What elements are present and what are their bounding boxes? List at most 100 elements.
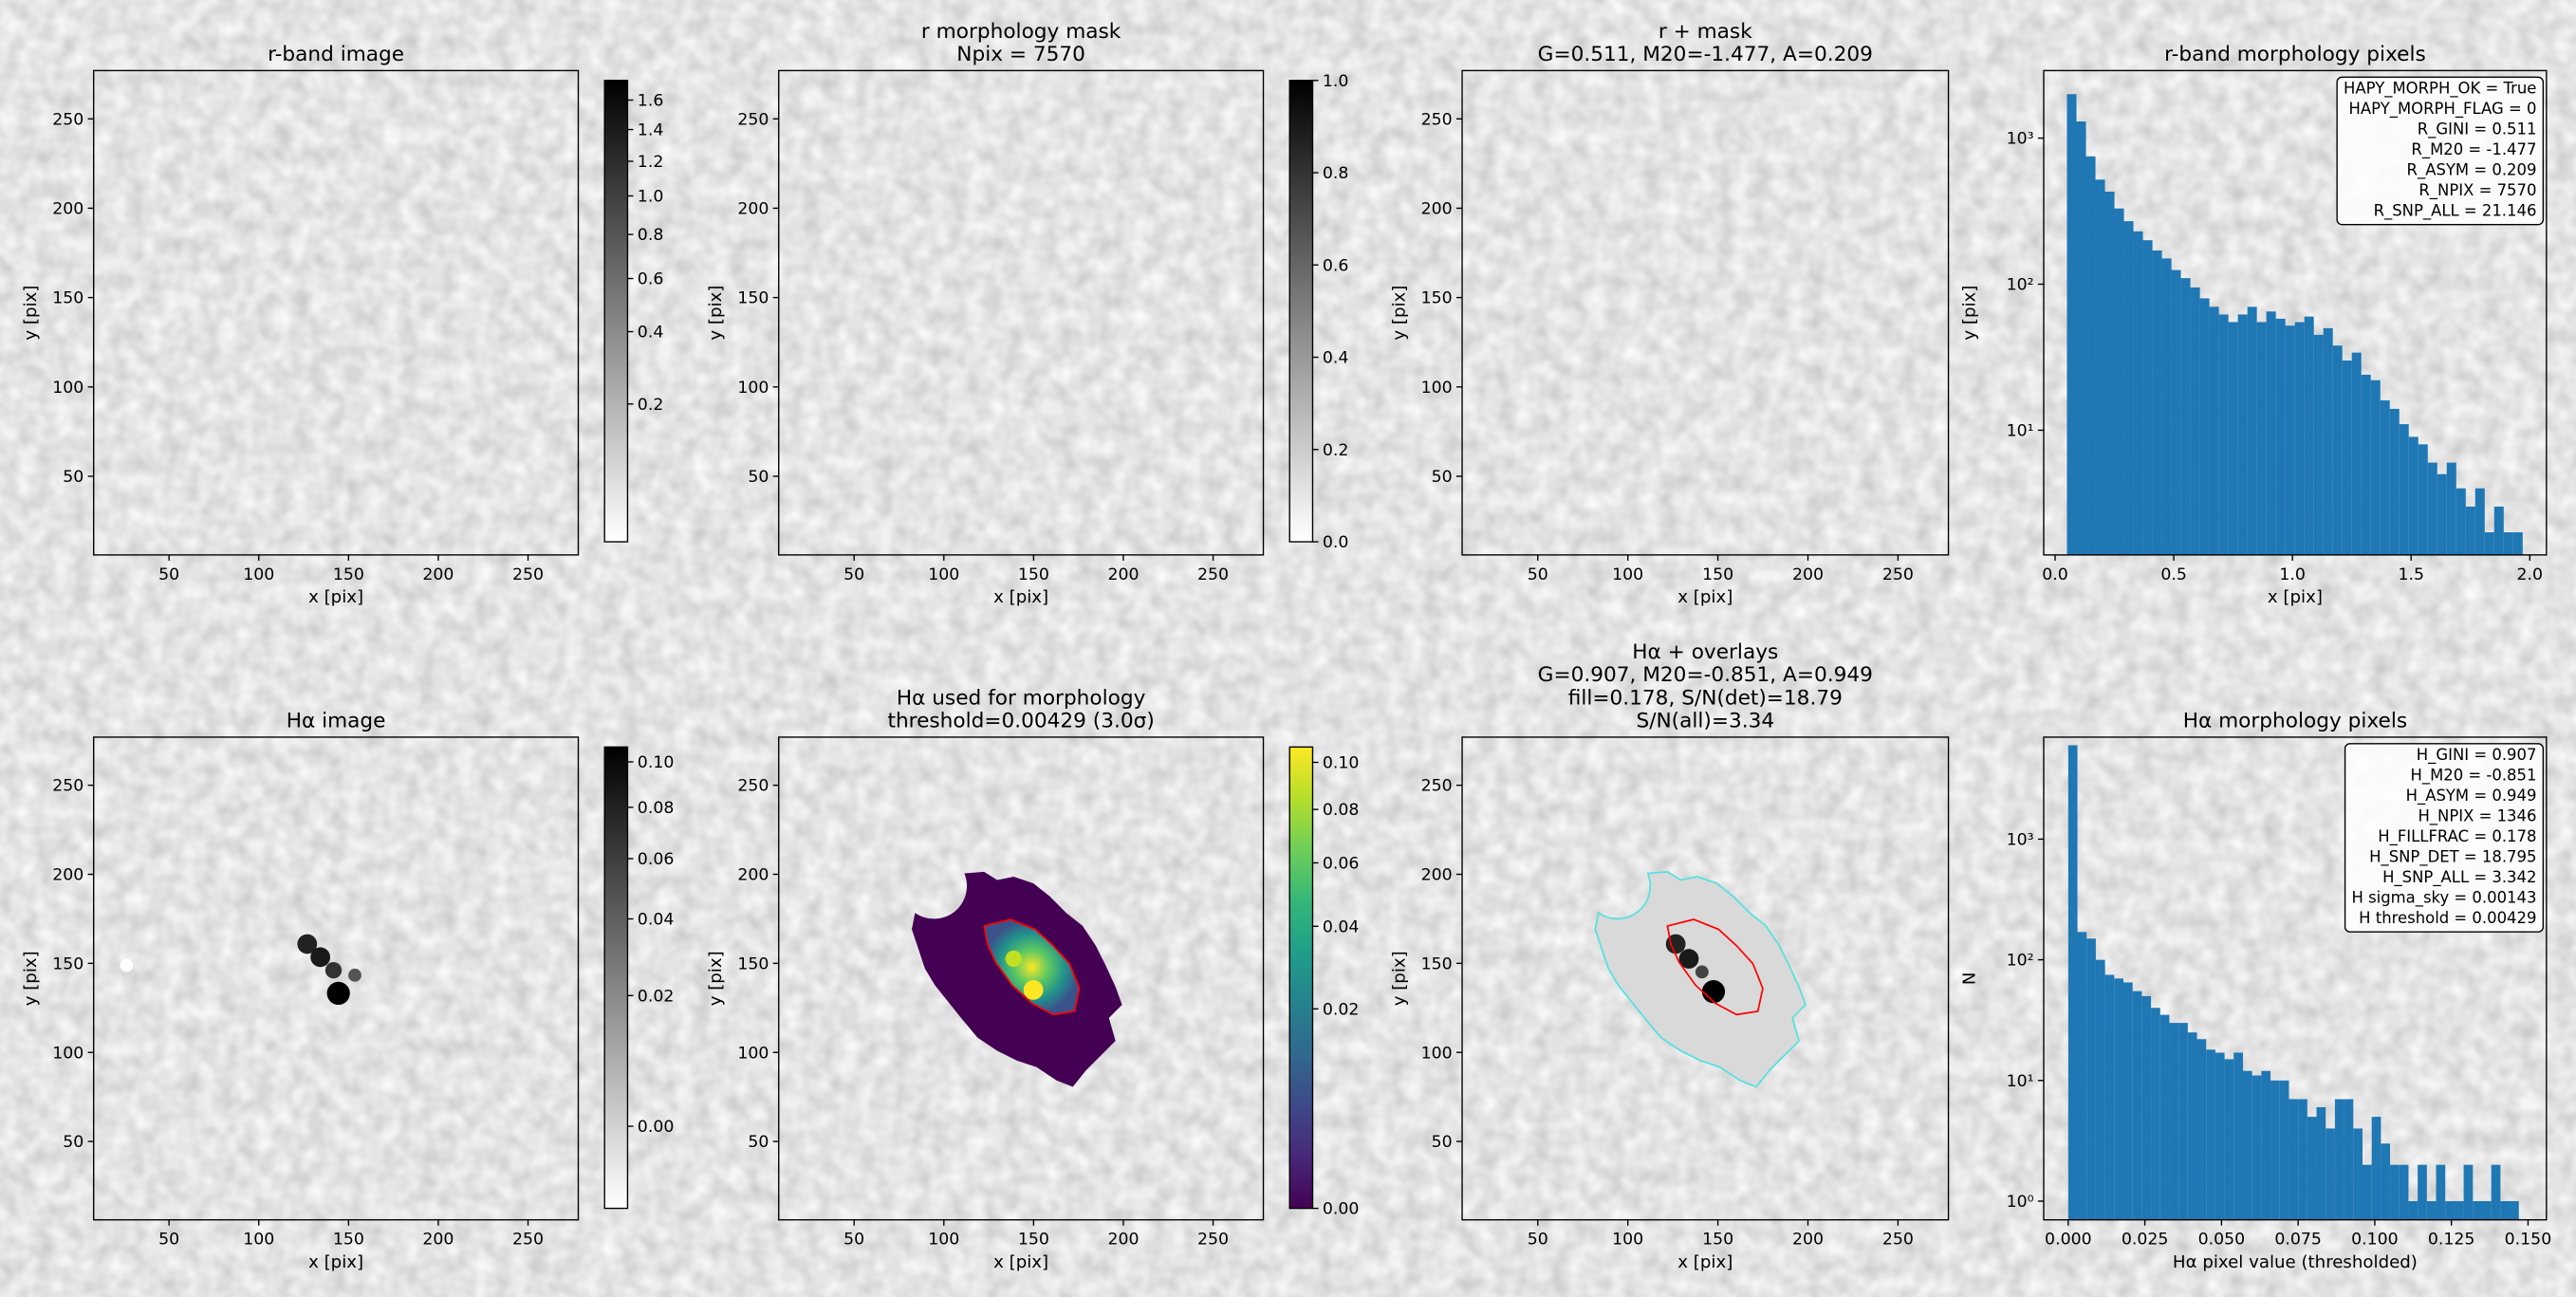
bar [2500, 1200, 2511, 1220]
bar [2114, 208, 2124, 555]
y-tick-label: 50 [1432, 1133, 1453, 1152]
y-tick-label: 100 [52, 1044, 83, 1063]
bar [2289, 1099, 2299, 1220]
bar [2151, 1008, 2160, 1220]
x-tick-label: 50 [158, 1231, 179, 1250]
annotation-line: H_NPIX = 1346 [2418, 807, 2536, 826]
bar [2481, 1200, 2492, 1220]
panel-title: G=0.907, M20=-0.851, A=0.949 [1538, 663, 1873, 687]
bar [2351, 352, 2362, 555]
bars [2066, 94, 2523, 555]
y-axis-label: N [1959, 973, 1979, 986]
colorbar-tick-label: 0.08 [638, 799, 675, 818]
bar [2228, 322, 2238, 555]
bar [2159, 1014, 2170, 1220]
annotation-line: H_FILLFRAC = 0.178 [2378, 827, 2536, 846]
axes-frame [2043, 69, 2548, 556]
bar [2114, 978, 2123, 1220]
bar [2454, 1200, 2464, 1220]
bar [2104, 974, 2115, 1220]
bar [2215, 1052, 2225, 1220]
bar [2334, 1099, 2344, 1220]
bar [2285, 325, 2295, 555]
x-axis-label: Hα pixel value (thresholded) [2173, 1252, 2418, 1272]
y-tick-label: 200 [1421, 200, 1453, 219]
panel-title: S/N(all)=3.34 [1636, 710, 1774, 733]
bar [2371, 1117, 2381, 1220]
bar [2418, 1164, 2427, 1220]
bar [2294, 322, 2305, 555]
panel-title: Hα used for morphology [897, 686, 1146, 710]
colorbar [1288, 80, 1314, 543]
panel-title: Hα image [287, 710, 386, 733]
bar [2465, 506, 2475, 555]
x-tick-label: 0.025 [2122, 1231, 2169, 1250]
x-tick-label: 0.075 [2274, 1231, 2322, 1250]
y-axis-label: y [pix] [1389, 286, 1409, 341]
x-axis-label: x [pix] [1677, 1252, 1733, 1272]
y-tick-label: 10⁰ [2007, 1193, 2034, 1212]
y-tick-label: 50 [63, 1133, 83, 1152]
panel-title: Hα morphology pixels [2183, 710, 2407, 733]
bar [2313, 334, 2324, 555]
colorbar [603, 80, 629, 543]
y-tick-label: 150 [52, 954, 83, 973]
y-tick-label: 250 [1421, 110, 1453, 129]
bar [2408, 1200, 2418, 1220]
y-tick-label: 10¹ [2007, 1072, 2034, 1091]
bar [2503, 532, 2513, 555]
bar [2362, 1164, 2372, 1220]
annotation-line: R_NPIX = 7570 [2418, 181, 2536, 200]
x-tick-label: 50 [843, 565, 864, 584]
x-tick-label: 1.5 [2398, 565, 2424, 584]
x-tick-label: 2.0 [2517, 565, 2544, 584]
axes-frame [93, 736, 580, 1221]
bar [2224, 1059, 2234, 1220]
bar [2180, 278, 2191, 555]
colorbar-tick-label: 0.02 [1323, 1000, 1360, 1019]
bar [2361, 374, 2371, 555]
y-tick-label: 50 [63, 468, 83, 487]
x-tick-label: 250 [512, 565, 544, 584]
bar [2484, 532, 2494, 555]
y-tick-label: 250 [1421, 777, 1453, 796]
bar [2252, 1075, 2262, 1220]
x-axis-label: x [pix] [993, 587, 1048, 607]
bar [2187, 1032, 2197, 1220]
bar [2132, 991, 2142, 1220]
y-tick-label: 150 [1421, 954, 1453, 973]
bar [2209, 306, 2219, 555]
x-tick-label: 50 [1528, 1231, 1548, 1250]
bar [2095, 959, 2105, 1220]
y-tick-label: 200 [52, 200, 83, 219]
x-tick-label: 50 [843, 1231, 864, 1250]
bar [2456, 488, 2466, 555]
bar [2077, 932, 2087, 1220]
annotation-line: R_M20 = -1.477 [2411, 140, 2536, 159]
bar [2133, 231, 2143, 555]
annotation-line: R_GINI = 0.511 [2418, 120, 2537, 139]
annotation-line: H_SNP_DET = 18.795 [2369, 847, 2536, 866]
bar [2307, 1117, 2317, 1220]
y-tick-label: 200 [737, 200, 769, 219]
y-tick-label: 200 [737, 866, 769, 885]
bar [2237, 314, 2248, 555]
annotation-line: HAPY_MORPH_OK = True [2344, 80, 2536, 99]
panel-title: fill=0.178, S/N(det)=18.79 [1568, 686, 1843, 710]
colorbar-tick-label: 0.04 [638, 911, 675, 930]
bar [2190, 287, 2200, 555]
bar [2266, 311, 2276, 555]
x-tick-label: 1.0 [2279, 565, 2306, 584]
bar [2298, 1099, 2307, 1220]
colorbar-tick-label: 1.0 [1323, 72, 1349, 91]
x-tick-label: 150 [1018, 1231, 1049, 1250]
bar [2370, 380, 2381, 555]
bar [2141, 995, 2152, 1220]
bar [2161, 258, 2172, 555]
x-tick-label: 0.050 [2198, 1231, 2246, 1250]
bar [2178, 1023, 2188, 1220]
colorbar-tick-label: 0.2 [638, 396, 664, 415]
r-mask-overlay-image [1594, 204, 1807, 421]
